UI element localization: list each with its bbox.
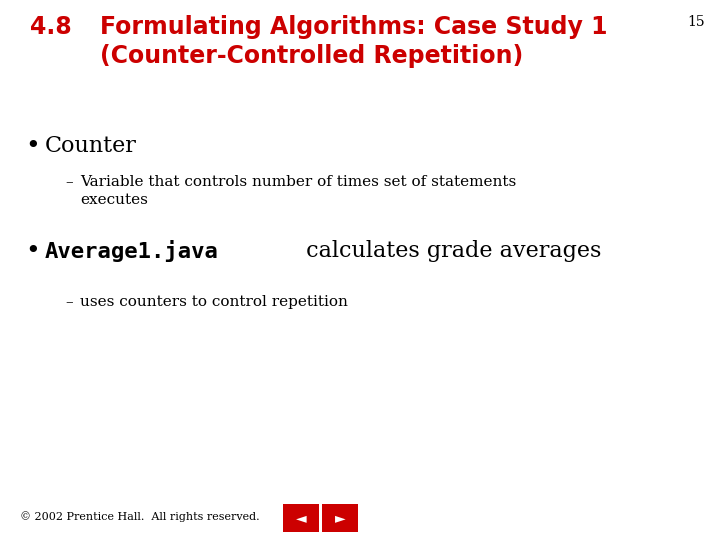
Text: •: • [25,135,40,158]
Text: © 2002 Prentice Hall.  All rights reserved.: © 2002 Prentice Hall. All rights reserve… [20,511,260,522]
Text: Variable that controls number of times set of statements
executes: Variable that controls number of times s… [80,175,516,207]
Text: Counter: Counter [45,135,137,157]
Text: uses counters to control repetition: uses counters to control repetition [80,295,348,309]
Text: –: – [65,295,73,309]
Text: ►: ► [335,511,346,525]
Text: ◄: ◄ [296,511,306,525]
Text: 4.8: 4.8 [30,15,72,39]
Text: Formulating Algorithms: Case Study 1
(Counter-Controlled Repetition): Formulating Algorithms: Case Study 1 (Co… [100,15,608,68]
Text: Average1.java: Average1.java [45,240,219,262]
Text: –: – [65,175,73,189]
Text: •: • [25,240,40,263]
Text: 15: 15 [688,15,705,29]
Bar [322,504,358,532]
Bar [283,504,319,532]
Text: calculates grade averages: calculates grade averages [299,240,601,262]
